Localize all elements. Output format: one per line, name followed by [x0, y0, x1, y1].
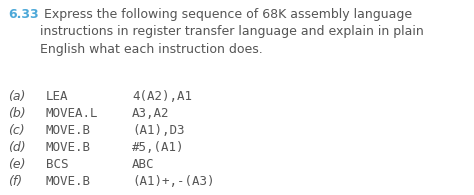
Text: MOVEA.L: MOVEA.L	[46, 107, 99, 120]
Text: (f): (f)	[8, 175, 22, 188]
Text: (A1),D3: (A1),D3	[132, 124, 184, 137]
Text: (e): (e)	[8, 158, 26, 171]
Text: 6.33: 6.33	[8, 8, 38, 21]
Text: (a): (a)	[8, 90, 26, 103]
Text: ABC: ABC	[132, 158, 155, 171]
Text: 4(A2),A1: 4(A2),A1	[132, 90, 192, 103]
Text: (d): (d)	[8, 141, 26, 154]
Text: (c): (c)	[8, 124, 25, 137]
Text: (A1)+,-(A3): (A1)+,-(A3)	[132, 175, 215, 188]
Text: #5,(A1): #5,(A1)	[132, 141, 184, 154]
Text: BCS: BCS	[46, 158, 69, 171]
Text: (b): (b)	[8, 107, 26, 120]
Text: MOVE.B: MOVE.B	[46, 141, 91, 154]
Text: A3,A2: A3,A2	[132, 107, 170, 120]
Text: LEA: LEA	[46, 90, 69, 103]
Text: MOVE.B: MOVE.B	[46, 175, 91, 188]
Text: Express the following sequence of 68K assembly language
instructions in register: Express the following sequence of 68K as…	[40, 8, 424, 56]
Text: MOVE.B: MOVE.B	[46, 124, 91, 137]
